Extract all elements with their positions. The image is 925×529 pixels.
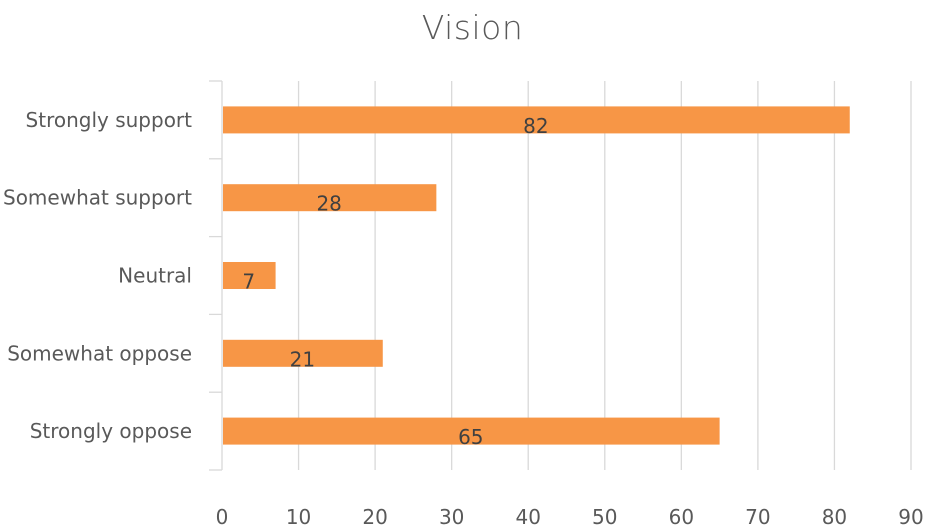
data-label: 65 [458,425,483,449]
data-label: 7 [242,270,255,294]
gridlines [297,81,912,470]
x-tick-label: 10 [286,505,311,529]
bar [223,339,383,367]
category-label: Somewhat oppose [7,341,192,365]
category-label: Neutral [118,264,192,288]
chart-title: Vision [421,8,524,47]
category-axis [209,80,223,471]
x-tick-label: 60 [669,505,694,529]
x-tick-label: 30 [439,505,464,529]
category-labels: Strongly support Somewhat support Neutral S… [3,108,192,443]
data-label: 82 [523,114,548,138]
x-tick-label: 70 [745,505,770,529]
x-tick-label: 50 [592,505,617,529]
x-tick-label: 40 [515,505,540,529]
bar [223,106,850,134]
x-tick-label: 20 [362,505,387,529]
x-tick-label: 80 [822,505,847,529]
category-label: Somewhat support [3,186,192,210]
x-tick-labels: 0 10 20 30 40 50 60 70 80 90 [216,505,924,529]
bar [223,262,276,289]
data-label: 21 [290,347,315,371]
data-label: 28 [316,192,341,216]
data-labels: 82 28 7 21 65 [242,114,548,449]
bars [223,106,850,445]
category-label: Strongly support [26,108,193,132]
bar [223,184,437,212]
x-tick-label: 90 [898,505,923,529]
bar [223,417,720,445]
x-tick-label: 0 [216,505,229,529]
category-label: Strongly oppose [30,419,192,443]
